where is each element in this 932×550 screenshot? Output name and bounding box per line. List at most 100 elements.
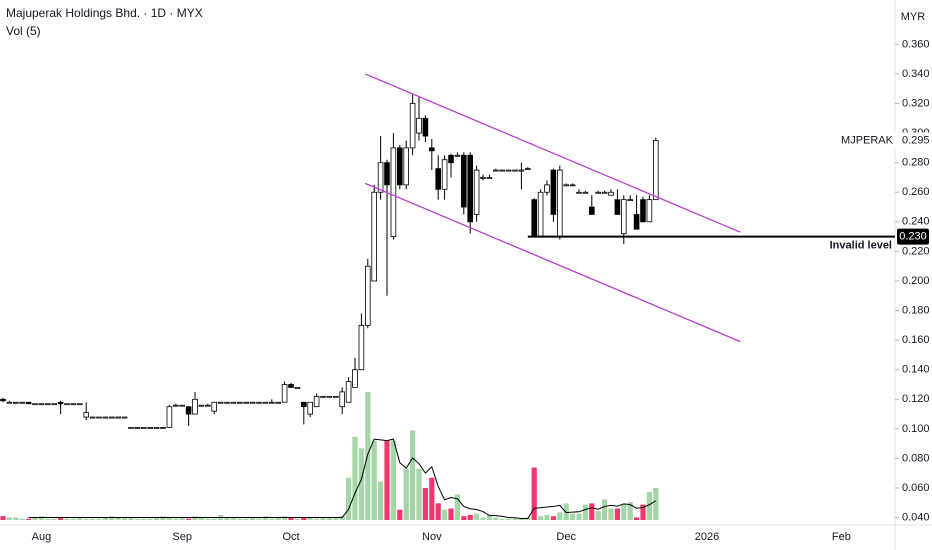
candle-body: [313, 395, 320, 408]
candle-body: [589, 206, 595, 215]
candle-body: [377, 162, 384, 193]
volume-bar: [26, 518, 32, 520]
candle-body: [390, 147, 397, 238]
volume-bar: [147, 518, 153, 520]
volume-bar: [282, 516, 288, 520]
candle-body: [435, 168, 441, 190]
volume-bar: [262, 516, 268, 520]
y-tick-label: 0.340: [902, 68, 930, 80]
y-tick-label: 0.220: [902, 245, 930, 257]
y-tick-label: 0.320: [902, 97, 930, 109]
candle-body: [422, 117, 429, 137]
volume-bar: [448, 508, 454, 520]
volume-bar: [224, 517, 230, 520]
volume-bar: [38, 516, 44, 520]
y-tick-label: 0.360: [902, 38, 930, 50]
candle-body: [102, 416, 109, 419]
volume-bar: [275, 517, 281, 520]
candle-body: [345, 381, 352, 403]
candle-body: [473, 169, 480, 215]
volume-bar: [160, 516, 166, 520]
volume-bar: [13, 517, 19, 520]
volume-bar: [243, 518, 249, 520]
volume-bar: [198, 517, 204, 520]
volume-bar: [467, 514, 473, 520]
volume-bar: [211, 518, 217, 520]
volume-bar: [154, 517, 160, 520]
volume-bar: [358, 448, 364, 520]
candle-body: [582, 191, 589, 194]
y-tick-label: 0.160: [902, 334, 930, 346]
volume-bar: [557, 512, 563, 520]
candle-body: [128, 426, 134, 429]
candle-body: [352, 369, 358, 388]
volume-bar: [582, 504, 588, 520]
candle-body: [621, 199, 627, 235]
y-tick-label: 0.060: [902, 482, 930, 494]
y-tick-label: 0.280: [902, 157, 930, 169]
candle-body: [384, 162, 390, 186]
volume-bar: [70, 518, 76, 520]
volume-bar: [410, 430, 416, 520]
volume-bar: [339, 516, 345, 520]
channel-line: [364, 73, 741, 233]
candle-body: [294, 387, 301, 389]
volume-bar: [506, 518, 512, 520]
volume-bar: [454, 494, 460, 520]
candle-body: [544, 184, 550, 193]
candle-body: [640, 199, 646, 223]
level-badge: [897, 228, 929, 245]
volume-bar: [474, 513, 480, 520]
candle-body: [633, 214, 640, 230]
candle-body: [358, 324, 365, 371]
volume-bar: [442, 509, 448, 520]
volume-bar: [461, 516, 467, 520]
volume-bar: [45, 518, 51, 520]
candle-body: [601, 191, 608, 194]
volume-bar: [602, 499, 608, 520]
candle-body: [416, 117, 422, 134]
volume-bar: [19, 518, 25, 520]
candle-body: [563, 184, 569, 187]
candle-body: [448, 154, 454, 164]
candle-body: [409, 103, 416, 149]
y-tick-label: 0.200: [902, 275, 930, 287]
candle-body: [134, 426, 141, 429]
volume-bar: [115, 517, 121, 520]
candle-body: [6, 401, 13, 404]
x-tick-label: Sep: [172, 531, 192, 543]
x-tick-label: Oct: [282, 531, 299, 543]
volume-bar: [589, 503, 595, 520]
candle-body: [576, 191, 582, 194]
volume-bar: [614, 508, 620, 520]
volume-bar: [627, 502, 633, 520]
volume-bar: [179, 517, 185, 520]
volume-bar: [326, 517, 332, 520]
volume-bar: [64, 518, 70, 520]
volume-bar: [435, 503, 441, 520]
volume-bar: [109, 516, 115, 520]
y-tick-label: 0.080: [902, 452, 930, 464]
candle-body: [256, 401, 262, 404]
candle-body: [525, 168, 531, 170]
volume-bar: [576, 513, 582, 520]
y-tick-label: 0.260: [902, 186, 930, 198]
volume-bar: [416, 468, 422, 520]
candle-body: [70, 403, 77, 406]
volume-bar: [429, 477, 435, 520]
candle-body: [531, 199, 537, 238]
last-price-bg: [860, 132, 930, 149]
volume-bar: [499, 518, 505, 520]
volume-title: Vol (5): [6, 24, 41, 38]
chart-title: Majuperak Holdings Bhd. · 1D · MYX: [6, 6, 203, 20]
candle-body: [83, 412, 90, 418]
candle-body: [467, 154, 473, 223]
y-tick-label: 0.140: [902, 364, 930, 376]
volume-bar: [288, 517, 294, 520]
candle-body: [230, 401, 237, 404]
volume-bar: [237, 518, 243, 520]
candle-body: [300, 401, 307, 408]
volume-bar: [90, 518, 96, 520]
channel-line: [364, 182, 741, 343]
candle-body: [153, 426, 160, 429]
